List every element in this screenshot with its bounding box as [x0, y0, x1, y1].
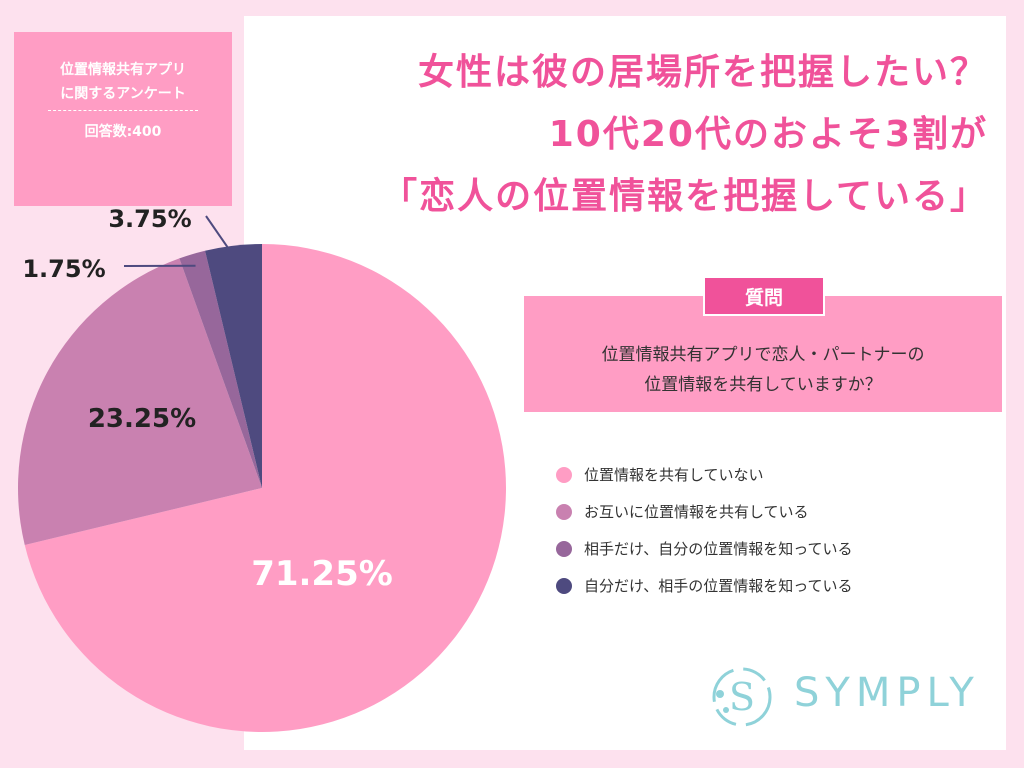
- logo-emblem-icon: S: [712, 667, 772, 727]
- slice-label: 1.75%: [22, 255, 105, 283]
- legend-item: 自分だけ、相手の位置情報を知っている: [556, 567, 853, 604]
- legend-swatch: [556, 540, 572, 557]
- headline-line-2: 10代20代のおよそ3割が: [548, 114, 988, 155]
- slice-label: 3.75%: [108, 205, 191, 233]
- chart-legend: 位置情報を共有していない お互いに位置情報を共有している 相手だけ、自分の位置情…: [556, 456, 853, 604]
- legend-swatch: [556, 577, 572, 594]
- leader-line: [205, 215, 236, 259]
- legend-item: 相手だけ、自分の位置情報を知っている: [556, 530, 853, 567]
- divider: [48, 110, 198, 111]
- headline-line-1: 女性は彼の居場所を把握したい？: [417, 52, 988, 93]
- headline-line-3: 「恋人の位置情報を把握している」: [381, 176, 988, 217]
- legend-label: 位置情報を共有していない: [584, 466, 764, 484]
- legend-item: 位置情報を共有していない: [556, 456, 853, 493]
- legend-swatch: [556, 466, 572, 483]
- legend-label: 自分だけ、相手の位置情報を知っている: [584, 577, 853, 595]
- response-count: 回答数:400: [84, 124, 162, 140]
- brand-name: SYMPLY: [794, 670, 980, 716]
- headline: 女性は彼の居場所を把握したい？ 10代20代のおよそ3割が 「恋人の位置情報を把…: [288, 42, 988, 228]
- legend-item: お互いに位置情報を共有している: [556, 493, 853, 530]
- question-label: 質問: [703, 276, 825, 316]
- pie-slice: [17, 258, 263, 545]
- pie-slice: [24, 244, 506, 732]
- legend-label: お互いに位置情報を共有している: [584, 503, 809, 521]
- legend-label: 相手だけ、自分の位置情報を知っている: [584, 540, 853, 558]
- slice-label: 71.25%: [251, 554, 393, 594]
- pie-slice: [205, 244, 262, 488]
- brand-logo: S SYMPLY: [706, 664, 996, 730]
- slice-label: 23.25%: [88, 404, 196, 434]
- survey-info-box: 位置情報共有アプリ に関するアンケート 回答数:400: [14, 32, 232, 206]
- legend-swatch: [556, 503, 572, 520]
- survey-title: 位置情報共有アプリ に関するアンケート: [60, 62, 186, 102]
- question-text: 位置情報共有アプリで恋人・パートナーの 位置情報を共有していますか？: [601, 345, 925, 395]
- pie-slice: [179, 250, 262, 488]
- svg-text:S: S: [729, 675, 755, 719]
